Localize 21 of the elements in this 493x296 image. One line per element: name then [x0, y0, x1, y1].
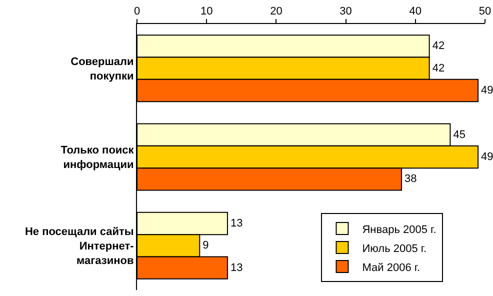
- data-label: 38: [404, 173, 417, 186]
- x-tick-label: 20: [270, 6, 282, 18]
- x-tick-label: 10: [200, 6, 213, 18]
- x-tick-label: 40: [409, 6, 422, 18]
- data-label: 13: [230, 218, 243, 230]
- data-label: 42: [432, 40, 445, 52]
- data-label: 13: [230, 262, 243, 274]
- x-tick-label: 0: [134, 6, 140, 18]
- data-label: 9: [202, 240, 209, 252]
- x-tick-label: 50: [478, 6, 492, 18]
- data-label: 49: [481, 151, 493, 163]
- y-tick-label: Совершали покупки: [70, 56, 134, 82]
- legend-label: Июль 2005 г.: [362, 242, 427, 255]
- data-label: 42: [432, 62, 445, 74]
- y-tick-label: Только поиск информации: [60, 144, 134, 171]
- legend-label: Январь 2005 г.: [362, 224, 436, 236]
- legend-label: Май 2006 г.: [362, 262, 420, 274]
- data-label: 49: [481, 84, 493, 96]
- data-label: 45: [453, 128, 466, 141]
- y-tick-label: Не посещали сайты Интернет- магазинов: [24, 226, 134, 267]
- x-tick-label: 30: [340, 6, 352, 18]
